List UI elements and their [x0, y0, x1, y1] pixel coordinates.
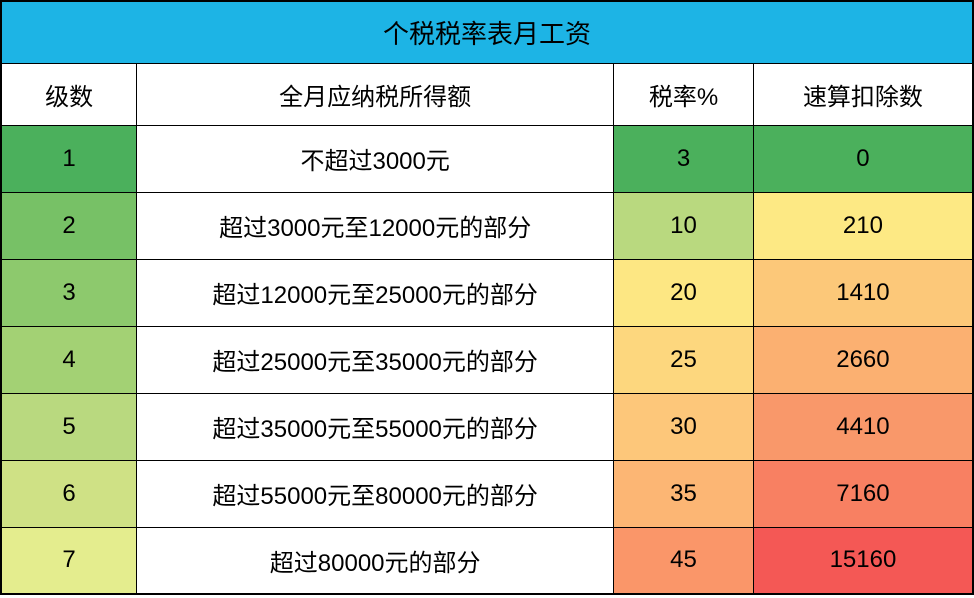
cell-income: 超过80000元的部分: [137, 527, 614, 594]
cell-deduct: 1410: [753, 259, 973, 326]
cell-deduct: 7160: [753, 460, 973, 527]
cell-level: 7: [1, 527, 137, 594]
table-row: 5超过35000元至55000元的部分304410: [1, 393, 973, 460]
cell-rate: 35: [614, 460, 754, 527]
cell-income: 超过35000元至55000元的部分: [137, 393, 614, 460]
cell-deduct: 15160: [753, 527, 973, 594]
cell-deduct: 0: [753, 125, 973, 192]
table-row: 4超过25000元至35000元的部分252660: [1, 326, 973, 393]
header-deduct: 速算扣除数: [753, 63, 973, 125]
table-row: 2超过3000元至12000元的部分10210: [1, 192, 973, 259]
cell-level: 3: [1, 259, 137, 326]
cell-level: 5: [1, 393, 137, 460]
cell-level: 6: [1, 460, 137, 527]
header-level: 级数: [1, 63, 137, 125]
cell-deduct: 210: [753, 192, 973, 259]
table-row: 6超过55000元至80000元的部分357160: [1, 460, 973, 527]
cell-deduct: 2660: [753, 326, 973, 393]
cell-income: 不超过3000元: [137, 125, 614, 192]
cell-income: 超过25000元至35000元的部分: [137, 326, 614, 393]
cell-income: 超过3000元至12000元的部分: [137, 192, 614, 259]
cell-income: 超过55000元至80000元的部分: [137, 460, 614, 527]
cell-level: 1: [1, 125, 137, 192]
tax-rate-table: 个税税率表月工资 级数 全月应纳税所得额 税率% 速算扣除数 1不超过3000元…: [0, 0, 974, 595]
cell-level: 4: [1, 326, 137, 393]
header-row: 级数 全月应纳税所得额 税率% 速算扣除数: [1, 63, 973, 125]
cell-rate: 45: [614, 527, 754, 594]
cell-rate: 25: [614, 326, 754, 393]
cell-rate: 10: [614, 192, 754, 259]
table-row: 3超过12000元至25000元的部分201410: [1, 259, 973, 326]
cell-deduct: 4410: [753, 393, 973, 460]
table-body: 1不超过3000元302超过3000元至12000元的部分102103超过120…: [1, 125, 973, 594]
cell-level: 2: [1, 192, 137, 259]
table-row: 1不超过3000元30: [1, 125, 973, 192]
cell-rate: 3: [614, 125, 754, 192]
cell-rate: 20: [614, 259, 754, 326]
header-income: 全月应纳税所得额: [137, 63, 614, 125]
cell-income: 超过12000元至25000元的部分: [137, 259, 614, 326]
cell-rate: 30: [614, 393, 754, 460]
table-row: 7超过80000元的部分4515160: [1, 527, 973, 594]
title-row: 个税税率表月工资: [1, 1, 973, 63]
table-title: 个税税率表月工资: [1, 1, 973, 63]
header-rate: 税率%: [614, 63, 754, 125]
